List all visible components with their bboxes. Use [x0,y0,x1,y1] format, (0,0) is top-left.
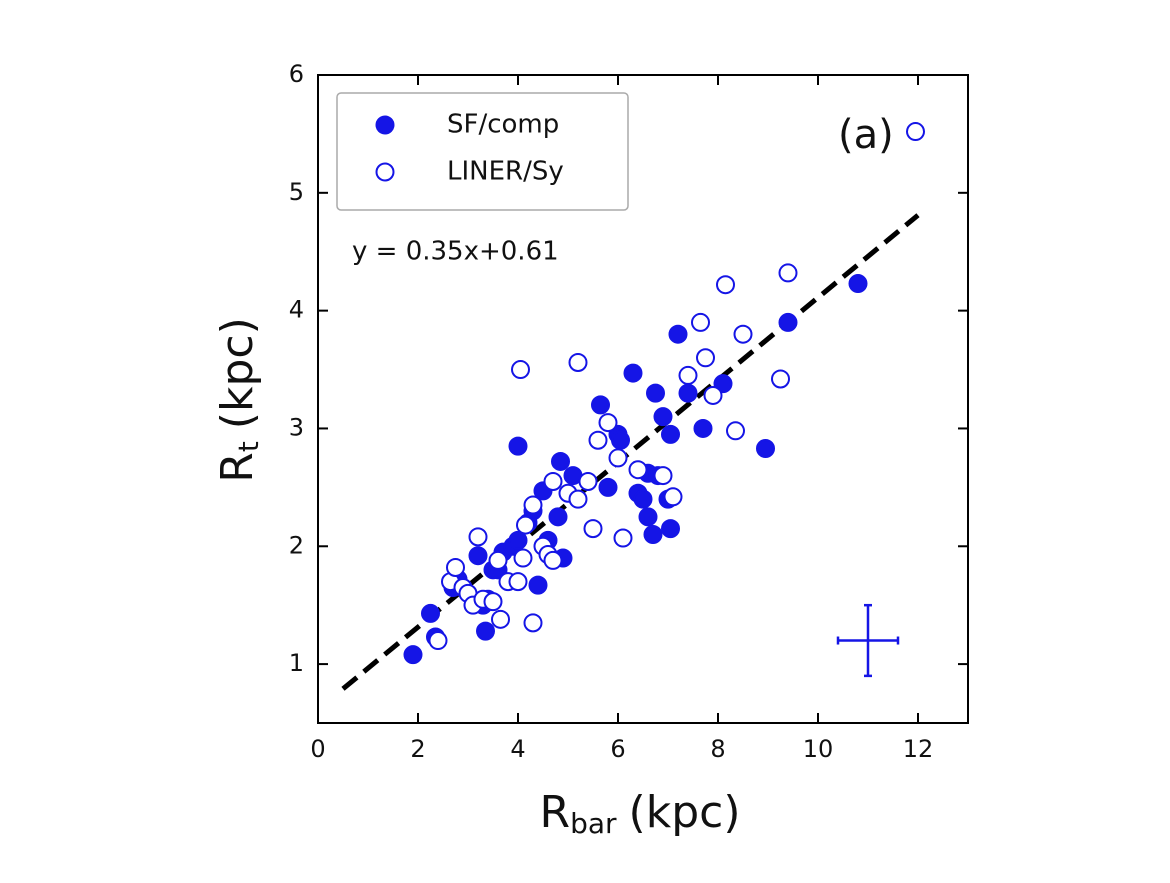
y-tick-label: 6 [289,60,304,88]
x-tick-label: 6 [610,735,625,763]
data-point [568,489,588,509]
y-tick-label: 4 [289,296,304,324]
data-point [583,519,603,539]
data-point [661,424,680,444]
data-point [446,557,465,577]
legend-box [336,92,629,211]
x-tick-label: 2 [410,735,425,763]
data-point [778,312,798,332]
data-point [543,550,563,570]
y-tick-label: 1 [289,649,304,677]
x-tick-label: 12 [903,735,934,763]
y-label-sub: t [232,441,265,452]
data-point [613,528,633,548]
data-point [646,383,665,403]
data-point [643,524,663,544]
data-point [516,515,535,535]
x-tick-label: 4 [510,735,525,763]
data-point [428,631,448,651]
data-point [598,413,618,433]
data-point [693,418,713,438]
plot-frame [317,74,969,724]
data-point [633,489,653,509]
x-label-sub: bar [570,807,617,840]
data-point [511,360,530,380]
data-point [848,274,868,294]
x-axis-label: Rbar (kpc) [540,787,741,840]
data-point [468,527,488,547]
x-label-main: R [540,787,571,838]
y-axis-label: Rt (kpc) [212,317,265,483]
data-point [508,572,528,592]
data-point [523,613,543,633]
data-point [638,507,658,527]
data-point [653,407,673,427]
y-tick-label: 2 [289,531,304,559]
data-point [588,430,608,450]
data-point [468,546,488,566]
data-point [528,575,548,595]
data-point [491,609,510,629]
x-tick-label: 10 [803,735,834,763]
data-point [523,495,543,515]
data-point [551,451,570,471]
x-tick-label: 0 [310,735,325,763]
data-point [716,275,735,295]
data-point [568,352,588,372]
legend-label: SF/comp [447,110,559,140]
y-label-unit: (kpc) [212,317,263,429]
data-point [483,592,503,612]
data-point [696,348,715,368]
data-point [591,395,610,415]
data-point [578,471,598,491]
data-point [543,471,563,491]
data-point [513,548,533,568]
legend-label: LINER/Sy [447,157,564,187]
data-point [778,263,798,283]
data-point [756,438,775,458]
data-point [628,460,648,480]
data-point [403,645,423,665]
data-point [703,385,723,405]
data-point [678,365,698,385]
fit-annotation: y = 0.35x+0.61 [352,237,559,267]
y-label-main: R [212,452,263,483]
data-point [678,383,698,403]
data-point [608,448,628,468]
panel-label: (a) [838,112,894,158]
data-point [663,487,683,507]
data-point [733,324,753,344]
data-point [508,530,528,550]
x-label-unit: (kpc) [629,787,741,838]
data-point [771,369,790,389]
data-point [691,312,710,332]
data-point [726,421,745,441]
data-point [611,430,630,450]
data-point [548,507,568,527]
x-tick-label: 8 [710,735,725,763]
legend-marker [375,162,395,182]
data-point [623,363,643,383]
data-point [421,603,440,623]
data-point [906,122,925,142]
data-point [476,621,495,641]
data-point [508,436,528,456]
data-point [653,466,673,486]
data-point [488,550,508,570]
y-tick-label: 3 [289,413,304,441]
y-tick-label: 5 [289,178,304,206]
data-point [661,519,680,539]
legend-marker [375,115,395,135]
data-point [668,324,688,344]
data-point [598,477,618,497]
